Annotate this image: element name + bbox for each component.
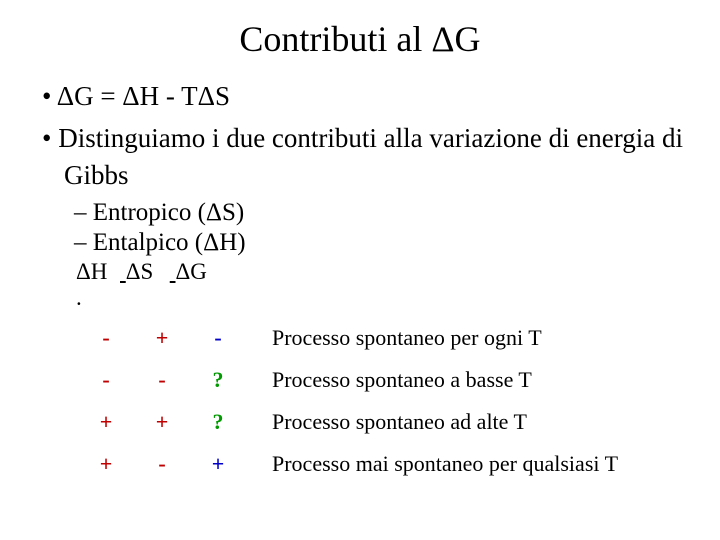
bullet-item: ΔG = ΔH - TΔS — [42, 78, 686, 114]
cell-ds: + — [134, 317, 190, 359]
sub-list: – Entropico (ΔS) – Entalpico (ΔH) — [74, 199, 686, 257]
cell-dg: ? — [190, 401, 246, 443]
cell-dg: + — [190, 443, 246, 485]
col-header-ds: ΔS — [126, 259, 170, 285]
bullet-item: Distinguiamo i due contributi alla varia… — [42, 120, 686, 193]
cell-desc: Processo spontaneo per ogni T — [246, 317, 624, 359]
cell-dg: - — [190, 317, 246, 359]
cell-dh: - — [78, 317, 134, 359]
cell-dh: + — [78, 443, 134, 485]
col-header-dh: ΔH — [76, 259, 120, 285]
table-row: - - ? Processo spontaneo a basse T — [78, 359, 624, 401]
cell-desc: Processo mai spontaneo per qualsiasi T — [246, 443, 624, 485]
sub-item: – Entropico (ΔS) — [74, 199, 686, 227]
cell-dg: ? — [190, 359, 246, 401]
table-row: + - + Processo mai spontaneo per qualsia… — [78, 443, 624, 485]
col-header-dg: ΔG — [176, 259, 220, 285]
cell-ds: - — [134, 359, 190, 401]
bullet-list: ΔG = ΔH - TΔS Distinguiamo i due contrib… — [34, 78, 686, 193]
slide-title: Contributi al ΔG — [34, 18, 686, 60]
signs-table: - + - Processo spontaneo per ogni T - - … — [78, 317, 624, 485]
cell-desc: Processo spontaneo ad alte T — [246, 401, 624, 443]
sub-item: – Entalpico (ΔH) — [74, 229, 686, 257]
col-header-dot: . — [76, 285, 550, 311]
table-row: + + ? Processo spontaneo ad alte T — [78, 401, 624, 443]
cell-desc: Processo spontaneo a basse T — [246, 359, 624, 401]
cell-ds: + — [134, 401, 190, 443]
cell-dh: + — [78, 401, 134, 443]
cell-dh: - — [78, 359, 134, 401]
table-row: - + - Processo spontaneo per ogni T — [78, 317, 624, 359]
cell-ds: - — [134, 443, 190, 485]
table-header-row: ΔH ΔS ΔG . — [76, 259, 686, 311]
